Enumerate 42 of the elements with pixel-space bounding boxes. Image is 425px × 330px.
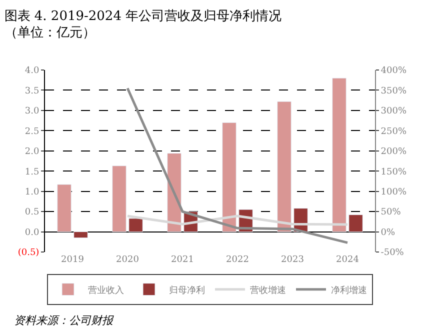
y2-tick-label: 250% <box>380 126 407 137</box>
y-tick-label: 1.5 <box>24 167 40 178</box>
y-tick-label: 2.0 <box>24 147 40 158</box>
chart-title: 图表 4. 2019-2024 年公司营收及归母净利情况 <box>4 8 282 24</box>
x-tick-label: 2024 <box>336 255 360 265</box>
x-tick-label: 2023 <box>281 255 304 265</box>
y-tick-label: 1.0 <box>24 187 40 198</box>
x-tick-label: 2022 <box>226 255 249 265</box>
line-series <box>126 86 349 244</box>
legend-label: 营收增速 <box>250 284 286 296</box>
x-tick-label: 2020 <box>116 255 140 265</box>
bar <box>74 232 88 238</box>
y2-tick-label: 300% <box>380 106 407 117</box>
y2-tick-label: 200% <box>380 147 407 158</box>
text: 资料来源：公司财报 <box>14 314 114 327</box>
bar <box>332 78 346 232</box>
y2-tick-label: 50% <box>380 208 402 218</box>
y-tick-label: 3.5 <box>24 86 40 96</box>
y2-tick-label: -50% <box>380 248 404 258</box>
y2-tick-label: 100% <box>380 187 407 198</box>
bar <box>57 184 72 232</box>
bar <box>112 166 126 232</box>
chart-subtitle: （单位：亿元） <box>4 26 96 41</box>
y-tick-label: 4.0 <box>24 66 40 76</box>
legend-label: 净利增速 <box>331 284 367 296</box>
y2-tick-label: 0% <box>380 228 396 238</box>
y-tick-label: 0.5 <box>24 208 40 218</box>
y-tick-label: 3.0 <box>24 106 40 117</box>
bar <box>128 218 143 232</box>
y-tick-label: (0.5) <box>18 248 40 258</box>
bar <box>348 214 363 232</box>
x-tick-label: 2019 <box>61 255 84 265</box>
legend-label: 营业收入 <box>88 284 124 296</box>
y-tick-label: 2.5 <box>24 126 40 137</box>
y2-tick-label: 150% <box>380 167 407 178</box>
legend-label: 归母净利 <box>169 284 205 296</box>
y-tick-label: 0.0 <box>24 228 40 238</box>
bar <box>277 101 292 232</box>
x-tick-label: 2021 <box>171 255 194 265</box>
y2-tick-label: 400% <box>380 66 407 76</box>
bar <box>222 122 236 232</box>
y2-tick-label: 350% <box>380 86 407 96</box>
